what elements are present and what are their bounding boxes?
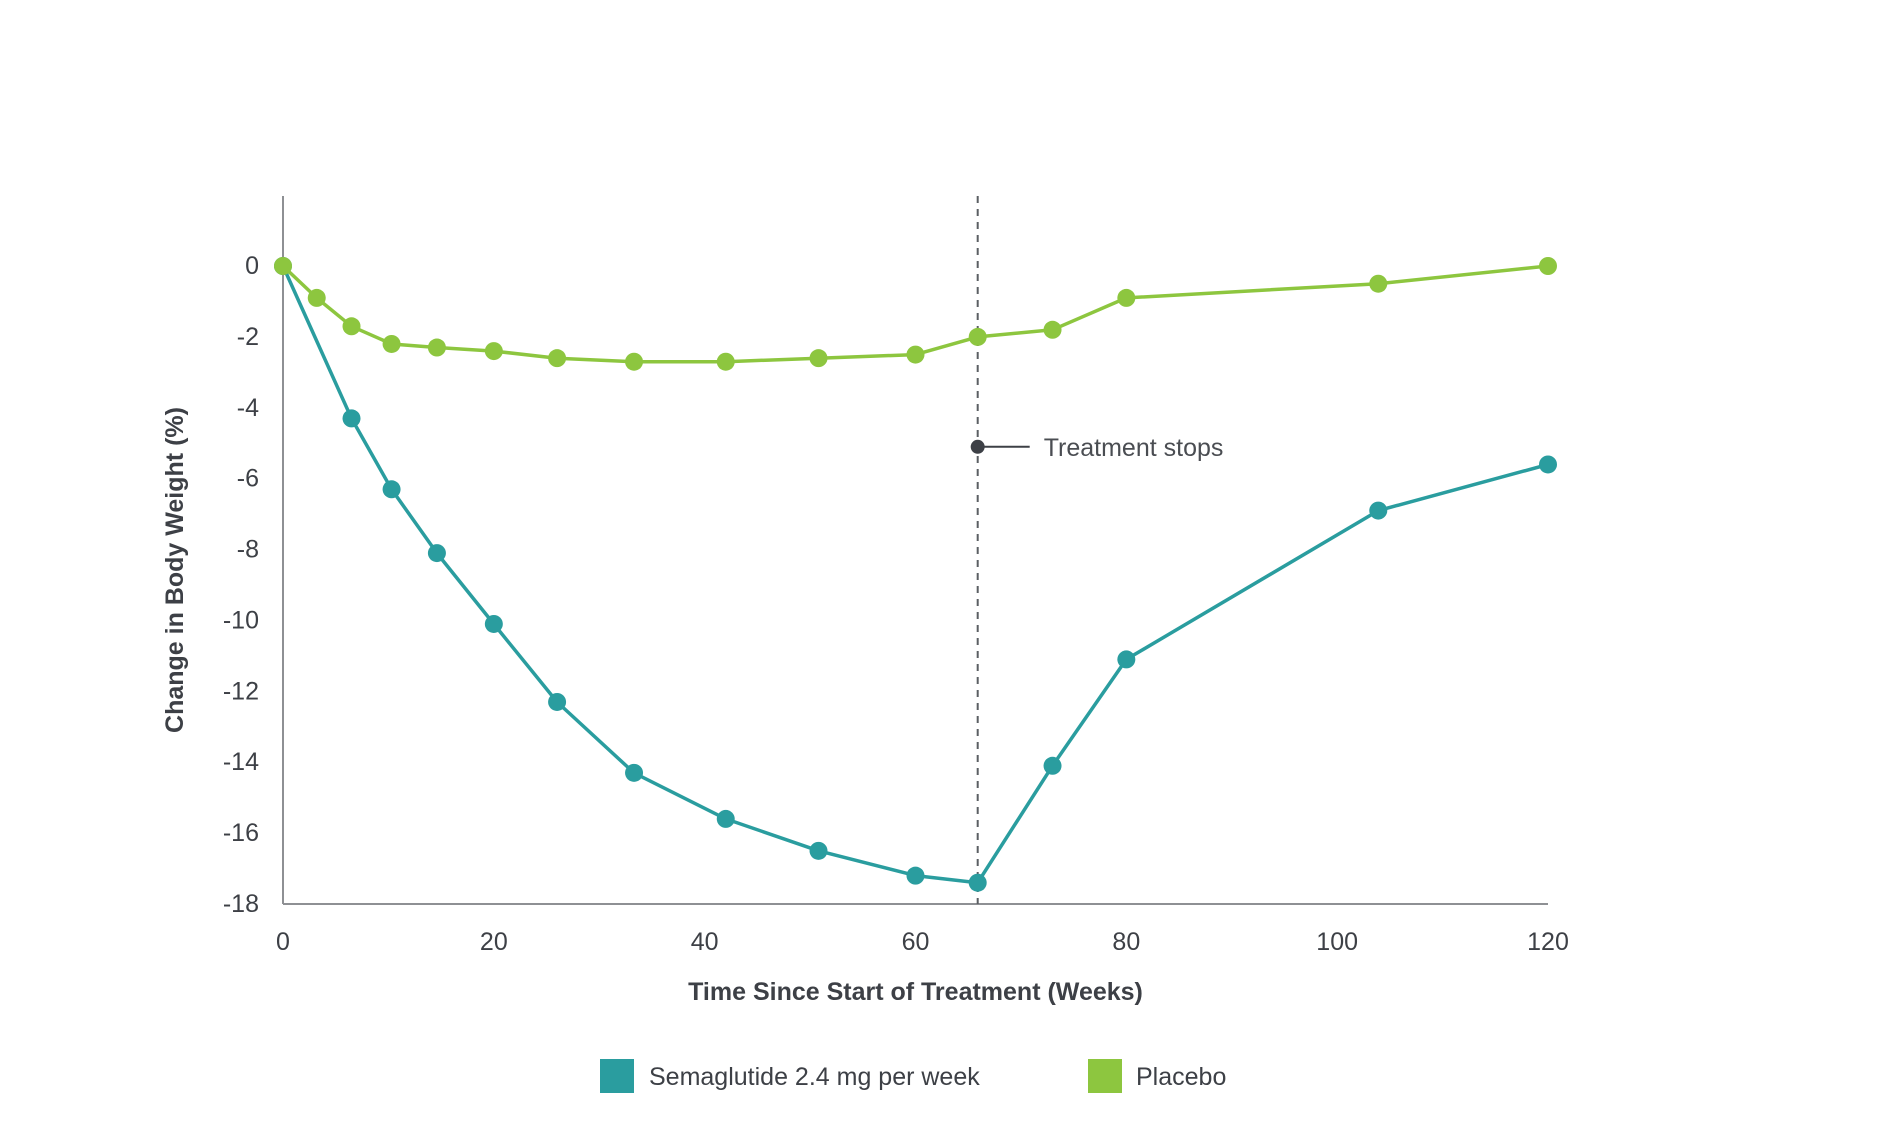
data-point-semaglutide bbox=[342, 409, 361, 428]
legend-swatch-placebo bbox=[1088, 1059, 1122, 1093]
y-tick-label: -10 bbox=[223, 606, 259, 634]
x-tick-label: 0 bbox=[276, 928, 290, 956]
data-point-semaglutide bbox=[484, 614, 503, 633]
data-point-semaglutide bbox=[1369, 501, 1388, 520]
y-tick-label: 0 bbox=[245, 252, 259, 280]
y-tick-label: -4 bbox=[237, 394, 259, 422]
annotation-group: Treatment stops bbox=[970, 434, 1224, 462]
data-point-semaglutide bbox=[1539, 455, 1557, 474]
annotation-label: Treatment stops bbox=[1044, 434, 1224, 462]
series-line-placebo bbox=[281, 264, 1550, 364]
data-point-placebo bbox=[1043, 320, 1062, 339]
data-point-placebo bbox=[307, 288, 326, 307]
data-point-semaglutide bbox=[548, 692, 567, 711]
legend-label-semaglutide: Semaglutide 2.4 mg per week bbox=[649, 1063, 980, 1091]
x-tick-label: 100 bbox=[1316, 928, 1358, 956]
y-tick-labels: 0 -2 -4 -6 -8 -10 -12 -14 -16 -18 bbox=[223, 252, 259, 918]
data-point-semaglutide bbox=[906, 866, 925, 885]
series-group bbox=[274, 257, 1557, 892]
data-point-semaglutide bbox=[716, 809, 735, 828]
y-axis-title: Change in Body Weight (%) bbox=[161, 407, 189, 733]
x-tick-label: 80 bbox=[1112, 928, 1140, 956]
y-tick-label: -8 bbox=[237, 536, 259, 564]
data-point-semaglutide bbox=[1043, 756, 1062, 775]
data-point-placebo bbox=[968, 327, 987, 346]
legend: Semaglutide 2.4 mg per week Placebo bbox=[600, 1059, 1226, 1093]
x-tick-label: 20 bbox=[480, 928, 508, 956]
y-tick-label: -18 bbox=[223, 890, 259, 918]
data-point-placebo bbox=[809, 349, 828, 368]
data-point-placebo bbox=[625, 352, 644, 371]
data-point-placebo bbox=[342, 317, 361, 336]
data-point-semaglutide bbox=[809, 841, 828, 860]
data-point-semaglutide bbox=[1117, 650, 1136, 669]
y-tick-label: -6 bbox=[237, 465, 259, 493]
legend-label-placebo: Placebo bbox=[1136, 1063, 1226, 1091]
data-point-placebo bbox=[1369, 274, 1388, 293]
data-point-placebo bbox=[1117, 288, 1136, 307]
data-point-placebo bbox=[484, 342, 503, 361]
data-point-placebo bbox=[906, 345, 925, 364]
data-point-placebo bbox=[1539, 257, 1557, 275]
data-point-placebo bbox=[274, 257, 292, 275]
series-placebo bbox=[274, 257, 1557, 371]
x-tick-label: 60 bbox=[902, 928, 930, 956]
axes bbox=[282, 196, 1548, 905]
x-tick-label: 40 bbox=[691, 928, 719, 956]
y-tick-label: -2 bbox=[237, 323, 259, 351]
data-point-placebo bbox=[382, 334, 401, 353]
x-tick-labels: 0 20 40 60 80 100 120 bbox=[276, 928, 1569, 956]
data-point-placebo bbox=[716, 352, 735, 371]
y-tick-label: -14 bbox=[223, 748, 259, 776]
data-point-placebo bbox=[427, 338, 446, 357]
legend-swatch-semaglutide bbox=[600, 1059, 634, 1093]
data-point-semaglutide bbox=[968, 873, 987, 892]
y-tick-label: -12 bbox=[223, 677, 259, 705]
x-tick-label: 120 bbox=[1527, 928, 1569, 956]
y-tick-label: -16 bbox=[223, 819, 259, 847]
data-point-semaglutide bbox=[427, 544, 446, 563]
data-point-placebo bbox=[548, 349, 567, 368]
x-axis-title: Time Since Start of Treatment (Weeks) bbox=[688, 978, 1143, 1006]
annotation-marker bbox=[970, 439, 985, 454]
data-point-semaglutide bbox=[382, 480, 401, 499]
data-point-semaglutide bbox=[625, 763, 644, 782]
